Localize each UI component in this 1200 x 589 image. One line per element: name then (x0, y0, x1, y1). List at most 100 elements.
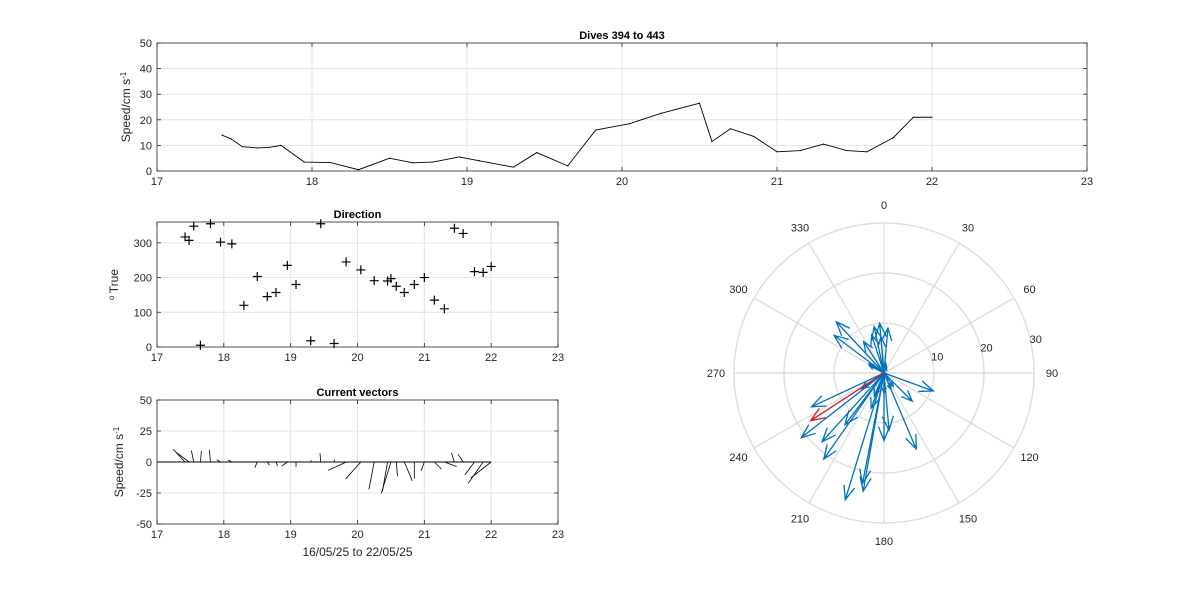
vectors-plot: 17 18 19 20 21 22 23 -50 -25 0 25 50 Current vectors… (112, 387, 565, 559)
speed-data-point (257, 147, 259, 149)
vector-stick (327, 461, 347, 471)
vector-stick (176, 452, 190, 463)
speed-data-point (303, 161, 305, 163)
direction-marker (227, 239, 237, 249)
speed-data-point (412, 162, 414, 164)
vector-stick (450, 452, 455, 463)
vector-stick (228, 459, 233, 463)
vector-stick (216, 459, 221, 463)
compass-angle-label: 0 (881, 200, 887, 212)
direction-marker (189, 221, 199, 231)
speed-plot-grid (157, 43, 1087, 171)
vector-stick (457, 453, 464, 463)
vectors-plot-ylabel: Speed/cm s-1 (112, 426, 127, 497)
direction-plot-ytick-label: 300 (134, 238, 152, 250)
speed-data-point (711, 140, 713, 143)
speed-plot-xtick-label: 18 (306, 176, 318, 188)
compass-arrow (799, 372, 885, 439)
compass-angle-label: 30 (962, 223, 974, 235)
vectors-plot-xtick-label: 20 (351, 529, 363, 541)
direction-marker (419, 273, 429, 283)
speed-plot-xtick-label: 19 (461, 176, 473, 188)
compass-arrow (867, 364, 885, 374)
compass-angle-label: 240 (729, 452, 747, 464)
speed-data-point (846, 149, 848, 152)
speed-plot-ytick-label: 40 (140, 64, 152, 76)
vector-stick (208, 449, 211, 463)
speed-series-line (221, 102, 932, 171)
speed-plot: 17 18 19 20 21 22 23 0 10 20 30 40 50 Dives 394 to 44… (119, 30, 1094, 188)
compass-spoke (753, 297, 885, 374)
direction-marker (486, 261, 496, 271)
direction-marker (439, 304, 449, 314)
vector-stick (395, 461, 398, 477)
compass-radial-label: 10 (931, 351, 943, 363)
speed-plot-title: Dives 394 to 443 (579, 30, 665, 42)
vector-stick (310, 460, 312, 463)
compass-arrow (862, 340, 885, 374)
speed-data-point (892, 137, 894, 139)
vector-stick (275, 461, 279, 467)
direction-marker (239, 300, 249, 310)
speed-data-point (866, 151, 868, 153)
compass-arrow (859, 372, 885, 493)
vector-stick (172, 449, 186, 463)
vectors-plot-xtick-label: 22 (485, 529, 497, 541)
vector-stick (467, 461, 484, 484)
direction-marker (356, 265, 366, 275)
compass-arrow (870, 333, 885, 374)
vector-stick (420, 461, 425, 471)
vector-stick (403, 461, 413, 481)
compass-arrow (882, 361, 888, 374)
vectors-plot-xtick-label: 23 (552, 529, 564, 541)
compass-mean-arrow (809, 372, 885, 422)
speed-data-point (536, 151, 538, 154)
speed-data-point (280, 144, 282, 146)
vector-stick (266, 461, 270, 466)
compass-arrow (883, 372, 917, 451)
direction-plot-xtick-label: 17 (151, 352, 163, 364)
vector-stick (190, 450, 195, 463)
direction-marker (449, 223, 459, 233)
speed-plot-xtick-label: 20 (616, 176, 628, 188)
speed-data-point (432, 161, 434, 163)
speed-data-point (729, 128, 732, 130)
compass-angle-label: 90 (1046, 368, 1058, 380)
speed-plot-ytick-label: 30 (140, 89, 152, 101)
compass-angle-label: 270 (707, 368, 725, 380)
vectors-plot-ytick-label: 0 (146, 457, 152, 469)
direction-plot-ytick-label: 200 (134, 273, 152, 285)
vectors-plot-xlabel: 16/05/25 to 22/05/25 (302, 545, 412, 559)
compass-arrow (870, 372, 885, 410)
compass-arrow (832, 334, 885, 374)
compass-spoke (808, 242, 885, 374)
vectors-plot-ytick-label: -25 (136, 488, 152, 500)
speed-plot-xtick-label: 22 (926, 176, 938, 188)
vectors-plot-xtick-label: 17 (151, 529, 163, 541)
vector-stick (281, 461, 288, 467)
vector-stick (345, 461, 362, 480)
direction-plot-grid (157, 222, 558, 347)
direction-marker (316, 219, 326, 229)
direction-marker (282, 260, 292, 270)
compass-arrow (843, 372, 885, 502)
speed-data-point (912, 116, 915, 118)
direction-marker (306, 336, 316, 346)
vectors-plot-ytick-label: 50 (140, 395, 152, 407)
compass-spoke (883, 242, 960, 374)
direction-marker (329, 339, 339, 349)
compass-spoke (808, 372, 885, 504)
direction-marker (184, 235, 194, 245)
vector-stick (319, 453, 322, 463)
compass-angle-label: 330 (791, 223, 809, 235)
compass-angle-label: 180 (875, 536, 893, 548)
speed-data-point (629, 123, 631, 125)
vector-stick (368, 461, 375, 490)
compass-arrow (809, 372, 885, 408)
direction-marker (291, 280, 301, 289)
speed-plot-xtick-label: 17 (151, 176, 163, 188)
speed-plot-ytick-label: 10 (140, 140, 152, 152)
vector-stick (200, 450, 202, 463)
speed-data-point (753, 135, 755, 138)
